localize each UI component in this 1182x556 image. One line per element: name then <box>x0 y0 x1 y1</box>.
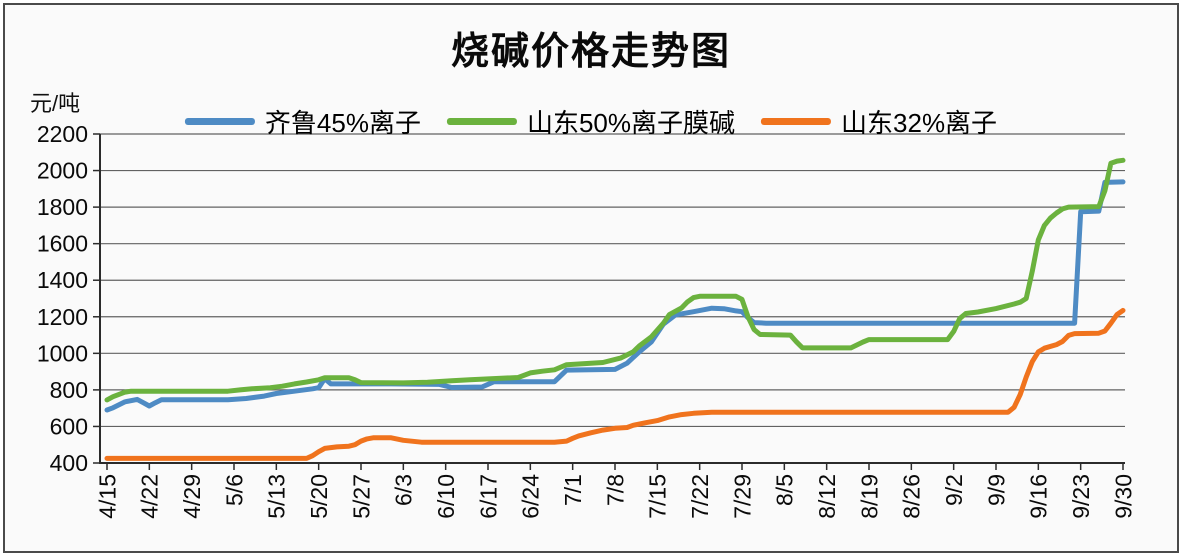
legend-item-shandong-50: 山东50%离子膜碱 <box>446 103 736 140</box>
x-tick-label: 7/29 <box>729 474 755 519</box>
x-tick-label: 8/26 <box>899 474 925 519</box>
x-tick-label: 5/6 <box>221 474 247 506</box>
y-tick-label: 400 <box>50 450 88 476</box>
x-tick-label: 9/9 <box>983 474 1009 506</box>
series-line-shandong-32-ion <box>104 307 1126 461</box>
x-tick-label: 5/20 <box>306 474 332 519</box>
x-tick-label: 7/8 <box>602 474 628 506</box>
y-tick-label: 1200 <box>37 304 88 330</box>
x-tick-label: 8/5 <box>772 474 798 506</box>
y-tick-label: 2200 <box>37 121 88 147</box>
x-tick-label: 8/19 <box>856 474 882 519</box>
series-line-shandong-50-membrane <box>104 157 1126 403</box>
legend-item-shandong-32: 山东32%离子 <box>761 103 997 140</box>
y-tick-label: 1400 <box>37 267 88 293</box>
y-tick-label: 1600 <box>37 231 88 257</box>
x-tick-label: 9/30 <box>1110 474 1136 519</box>
chart-frame <box>3 3 1179 553</box>
chart-legend: 齐鲁45%离子 山东50%离子膜碱 山东32%离子 <box>184 103 997 140</box>
x-tick-label: 8/12 <box>814 474 840 519</box>
y-tick-label: 2000 <box>37 158 88 184</box>
x-tick-label: 5/27 <box>348 474 374 519</box>
x-tick-label: 6/10 <box>433 474 459 519</box>
x-tick-label: 4/29 <box>179 474 205 519</box>
series-line-qilu-45-ion <box>104 179 1126 413</box>
x-tick-label: 6/17 <box>475 474 501 519</box>
x-tick-label: 7/15 <box>645 474 671 519</box>
x-tick-label: 6/24 <box>518 474 544 519</box>
x-tick-label: 9/2 <box>941 474 967 506</box>
x-tick-label: 5/13 <box>264 474 290 519</box>
y-tick-label: 1800 <box>37 194 88 220</box>
y-tick-label: 800 <box>50 377 88 403</box>
legend-label-shandong-50: 山东50%离子膜碱 <box>526 108 736 138</box>
x-tick-label: 7/22 <box>687 474 713 519</box>
legend-label-qilu-45: 齐鲁45%离子 <box>264 108 421 138</box>
x-tick-label: 4/15 <box>94 474 120 519</box>
x-tick-label: 7/1 <box>560 474 586 506</box>
legend-swatch-shandong-50 <box>446 118 517 125</box>
chart-title: 烧碱价格走势图 <box>450 31 731 73</box>
x-tick-label: 4/22 <box>137 474 163 519</box>
x-tick-label: 9/23 <box>1068 474 1094 519</box>
y-tick-label: 600 <box>50 413 88 439</box>
y-axis-unit-label: 元/吨 <box>30 91 81 116</box>
x-tick-label: 9/16 <box>1026 474 1052 519</box>
legend-swatch-shandong-32 <box>761 118 832 125</box>
legend-swatch-qilu-45 <box>184 118 255 125</box>
legend-item-qilu-45: 齐鲁45%离子 <box>184 103 421 140</box>
legend-label-shandong-32: 山东32%离子 <box>841 108 998 138</box>
y-tick-label: 1000 <box>37 340 88 366</box>
x-tick-label: 6/3 <box>391 474 417 506</box>
